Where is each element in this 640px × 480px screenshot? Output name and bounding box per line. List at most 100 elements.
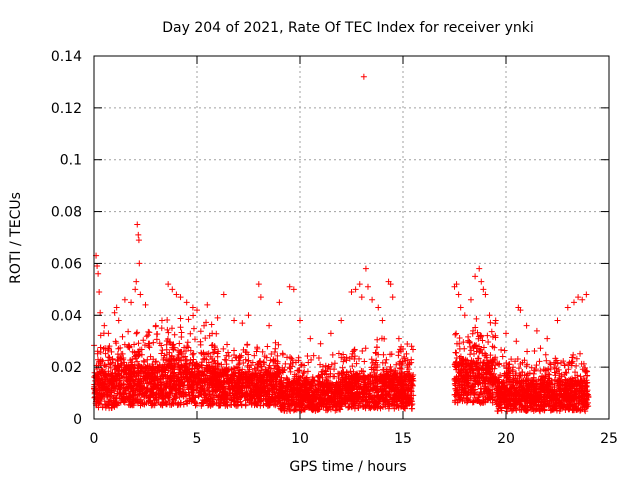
data-point xyxy=(170,357,177,364)
data-point xyxy=(149,399,156,406)
data-point xyxy=(178,392,185,399)
data-point xyxy=(105,357,112,364)
data-point xyxy=(168,361,175,368)
data-point xyxy=(209,373,216,380)
data-point xyxy=(125,384,132,391)
data-point xyxy=(108,348,115,355)
data-point xyxy=(209,388,216,395)
data-point xyxy=(133,330,140,337)
data-point xyxy=(141,342,148,349)
data-point xyxy=(135,361,142,368)
data-point xyxy=(172,360,179,367)
data-point xyxy=(138,346,145,353)
data-point xyxy=(125,395,132,402)
data-point xyxy=(151,381,158,388)
data-point xyxy=(105,368,112,375)
data-point xyxy=(182,348,189,355)
data-point xyxy=(134,358,141,365)
data-point xyxy=(206,363,213,370)
data-point xyxy=(113,383,120,390)
data-point xyxy=(176,357,183,364)
data-point xyxy=(128,371,135,378)
data-point xyxy=(150,339,157,346)
data-point xyxy=(158,368,165,375)
data-point xyxy=(160,386,167,393)
data-point xyxy=(134,329,141,336)
data-point xyxy=(107,377,114,384)
data-point xyxy=(99,366,106,373)
data-point xyxy=(94,390,101,397)
data-point xyxy=(134,381,141,388)
data-point xyxy=(116,386,123,393)
data-point xyxy=(177,315,184,322)
data-point xyxy=(144,356,151,363)
data-point xyxy=(120,374,127,381)
data-point xyxy=(195,392,202,399)
data-point xyxy=(158,325,165,332)
data-point xyxy=(195,379,202,386)
data-point xyxy=(156,361,163,368)
data-point xyxy=(169,400,176,407)
data-point xyxy=(117,355,124,362)
data-point xyxy=(176,366,183,373)
data-point xyxy=(183,371,190,378)
data-point xyxy=(185,376,192,383)
data-point xyxy=(172,395,179,402)
data-point xyxy=(224,402,231,409)
data-point xyxy=(164,317,171,324)
data-point xyxy=(140,357,147,364)
data-point xyxy=(163,399,170,406)
data-point xyxy=(125,328,132,335)
data-point xyxy=(113,340,120,347)
data-point xyxy=(175,352,182,359)
data-point xyxy=(173,356,180,363)
data-point xyxy=(167,364,174,371)
data-point xyxy=(171,331,178,338)
data-point xyxy=(185,386,192,393)
data-point xyxy=(137,402,144,409)
data-point xyxy=(126,380,133,387)
data-point xyxy=(130,377,137,384)
data-point xyxy=(158,350,165,357)
data-point xyxy=(161,352,168,359)
data-point xyxy=(108,372,115,379)
data-point xyxy=(184,339,191,346)
data-point xyxy=(201,322,208,329)
data-point xyxy=(109,355,116,362)
data-point xyxy=(152,372,159,379)
data-point xyxy=(112,392,119,399)
data-point xyxy=(116,372,123,379)
data-point xyxy=(116,378,123,385)
data-point xyxy=(197,328,204,335)
data-point xyxy=(201,355,208,362)
data-point xyxy=(166,383,173,390)
data-point xyxy=(215,348,222,355)
data-point xyxy=(191,336,198,343)
data-point xyxy=(100,387,107,394)
data-point xyxy=(137,386,144,393)
data-point xyxy=(180,382,187,389)
data-point xyxy=(240,346,247,353)
data-point xyxy=(168,386,175,393)
data-point xyxy=(168,374,175,381)
data-point xyxy=(189,351,196,358)
data-point xyxy=(126,344,133,351)
data-point xyxy=(169,344,176,351)
data-point xyxy=(208,392,215,399)
data-point xyxy=(131,381,138,388)
data-point xyxy=(154,331,161,338)
data-point xyxy=(99,392,106,399)
data-point xyxy=(175,361,182,368)
data-point xyxy=(144,384,151,391)
data-point xyxy=(211,349,218,356)
data-point xyxy=(98,367,105,374)
data-point xyxy=(182,358,189,365)
data-point xyxy=(103,403,110,410)
data-point xyxy=(166,358,173,365)
data-point xyxy=(121,341,128,348)
data-point xyxy=(268,351,275,358)
data-point xyxy=(178,348,185,355)
data-point xyxy=(146,329,153,336)
data-point xyxy=(112,370,119,377)
data-point xyxy=(267,357,274,364)
